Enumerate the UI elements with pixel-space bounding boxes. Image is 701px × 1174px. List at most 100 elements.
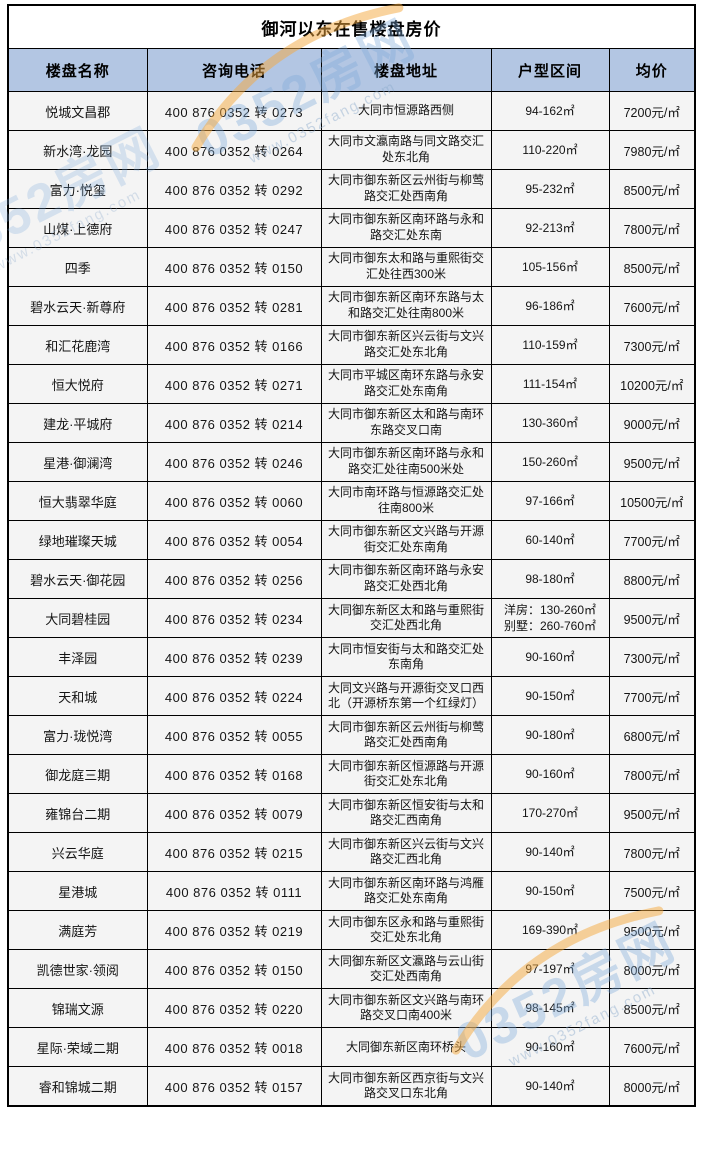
phone-cell: 400 876 0352 转 0247 [146, 208, 322, 248]
name-cell: 睿和锦城二期 [7, 1066, 148, 1107]
table-header-row: 楼盘名称 咨询电话 楼盘地址 户型区间 均价 [7, 48, 696, 92]
table-title-row: 御河以东在售楼盘房价 [7, 4, 696, 49]
phone-cell: 400 876 0352 转 0166 [146, 325, 322, 365]
name-cell: 凯德世家·领阅 [7, 949, 148, 990]
name-cell: 新水湾·龙园 [7, 130, 148, 170]
avg-price-cell: 8500元/㎡ [608, 247, 696, 287]
avg-price-cell: 7700元/㎡ [608, 520, 696, 560]
table-row: 山煤·上德府 400 876 0352 转 0247 大同市御东新区南环路与永和路交… [7, 208, 696, 248]
phone-cell: 400 876 0352 转 0060 [146, 481, 322, 521]
address-cell: 大同市御东新区兴云街与文兴路交汇处东北角 [320, 325, 492, 365]
address-cell: 大同市御东新区兴云街与文兴路交汇西北角 [320, 832, 492, 873]
avg-price-cell: 9000元/㎡ [608, 403, 696, 443]
name-cell: 星港·御澜湾 [7, 442, 148, 482]
name-cell: 星际·荣域二期 [7, 1027, 148, 1068]
avg-price-cell: 7600元/㎡ [608, 1027, 696, 1068]
avg-price-cell: 7600元/㎡ [608, 286, 696, 326]
avg-price-cell: 7200元/㎡ [608, 91, 696, 131]
table-row: 丰泽园 400 876 0352 转 0239 大同市恒安街与太和路交汇处东南角 90… [7, 637, 696, 678]
address-cell: 大同市御东新区南环路与永和路交汇处东南 [320, 208, 492, 248]
table-row: 凯德世家·领阅 400 876 0352 转 0150 大同御东新区文瀛路与云山街交… [7, 949, 696, 990]
phone-cell: 400 876 0352 转 0271 [146, 364, 322, 404]
table-row: 和汇花鹿湾 400 876 0352 转 0166 大同市御东新区兴云街与文兴路交汇… [7, 325, 696, 365]
area-range-cell: 170-270㎡ [490, 793, 610, 834]
name-cell: 大同碧桂园 [7, 597, 148, 639]
phone-cell: 400 876 0352 转 0281 [146, 286, 322, 326]
area-range-cell: 98-180㎡ [490, 559, 610, 599]
name-cell: 满庭芳 [7, 910, 148, 951]
avg-price-cell: 10200元/㎡ [608, 364, 696, 404]
avg-price-cell: 7300元/㎡ [608, 637, 696, 678]
area-range-cell: 92-213㎡ [490, 208, 610, 248]
table-row: 御龙庭三期 400 876 0352 转 0168 大同市御东新区恒源路与开源街交汇… [7, 754, 696, 795]
avg-price-cell: 6800元/㎡ [608, 715, 696, 756]
avg-price-cell: 10500元/㎡ [608, 481, 696, 521]
avg-price-cell: 7800元/㎡ [608, 832, 696, 873]
area-range-cell: 169-390㎡ [490, 910, 610, 951]
phone-cell: 400 876 0352 转 0157 [146, 1066, 322, 1107]
avg-price-cell: 9500元/㎡ [608, 910, 696, 951]
area-range-cell: 60-140㎡ [490, 520, 610, 560]
phone-cell: 400 876 0352 转 0234 [146, 597, 322, 639]
area-range-cell: 95-232㎡ [490, 169, 610, 209]
name-cell: 丰泽园 [7, 637, 148, 678]
address-cell: 大同市御东新区云州街与柳莺路交汇处西南角 [320, 715, 492, 756]
phone-cell: 400 876 0352 转 0246 [146, 442, 322, 482]
area-range-cell: 90-160㎡ [490, 1027, 610, 1068]
area-range-cell: 110-220㎡ [490, 130, 610, 170]
page-title: 御河以东在售楼盘房价 [7, 4, 696, 49]
name-cell: 星港城 [7, 871, 148, 912]
table-row: 富力·悦玺 400 876 0352 转 0292 大同市御东新区云州街与柳莺路交汇… [7, 169, 696, 209]
avg-price-cell: 8500元/㎡ [608, 988, 696, 1029]
area-range-cell: 洋房：130-260㎡ 别墅：260-760㎡ [490, 597, 610, 639]
table-row: 建龙·平城府 400 876 0352 转 0214 大同市御东新区太和路与南环东路… [7, 403, 696, 443]
name-cell: 兴云华庭 [7, 832, 148, 873]
name-cell: 碧水云天·御花园 [7, 559, 148, 599]
address-cell: 大同御东新区文瀛路与云山街交汇处西南角 [320, 949, 492, 990]
address-cell: 大同市恒安街与太和路交汇处东南角 [320, 637, 492, 678]
name-cell: 恒大悦府 [7, 364, 148, 404]
table-row: 恒大悦府 400 876 0352 转 0271 大同市平城区南环东路与永安路交汇处… [7, 364, 696, 404]
phone-cell: 400 876 0352 转 0150 [146, 247, 322, 287]
address-cell: 大同市文瀛南路与同文路交汇处东北角 [320, 130, 492, 170]
table-row: 星港城 400 876 0352 转 0111 大同市御东新区南环路与鸿雁路交汇处东… [7, 871, 696, 912]
table-row: 星际·荣域二期 400 876 0352 转 0018 大同御东新区南环桥头 90-1… [7, 1027, 696, 1068]
housing-price-table: 御河以东在售楼盘房价 楼盘名称 咨询电话 楼盘地址 户型区间 均价 悦城文昌郡 4… [7, 4, 697, 1108]
area-range-cell: 94-162㎡ [490, 91, 610, 131]
address-cell: 大同市御东新区南环路与永安路交汇处西北角 [320, 559, 492, 599]
area-range-cell: 130-360㎡ [490, 403, 610, 443]
area-range-cell: 105-156㎡ [490, 247, 610, 287]
table-row: 四季 400 876 0352 转 0150 大同市御东太和路与重熙街交汇处往西30… [7, 247, 696, 287]
phone-cell: 400 876 0352 转 0239 [146, 637, 322, 678]
column-header-name: 楼盘名称 [7, 48, 148, 92]
area-range-cell: 90-180㎡ [490, 715, 610, 756]
address-cell: 大同御东新区太和路与重熙街交汇处西北角 [320, 597, 492, 639]
avg-price-cell: 7800元/㎡ [608, 208, 696, 248]
column-header-avg-price: 均价 [608, 48, 696, 92]
phone-cell: 400 876 0352 转 0150 [146, 949, 322, 990]
column-header-area-range: 户型区间 [490, 48, 610, 92]
area-range-cell: 90-160㎡ [490, 637, 610, 678]
area-range-cell: 90-140㎡ [490, 832, 610, 873]
address-cell: 大同市御东太和路与重熙街交汇处往西300米 [320, 247, 492, 287]
address-cell: 大同文兴路与开源街交叉口西北（开源桥东第一个红绿灯） [320, 676, 492, 717]
address-cell: 大同市御东新区西京街与文兴路交叉口东北角 [320, 1066, 492, 1107]
phone-cell: 400 876 0352 转 0224 [146, 676, 322, 717]
phone-cell: 400 876 0352 转 0055 [146, 715, 322, 756]
area-range-cell: 110-159㎡ [490, 325, 610, 365]
area-range-cell: 97-197㎡ [490, 949, 610, 990]
name-cell: 雍锦台二期 [7, 793, 148, 834]
phone-cell: 400 876 0352 转 0219 [146, 910, 322, 951]
address-cell: 大同御东新区南环桥头 [320, 1027, 492, 1068]
name-cell: 锦瑞文源 [7, 988, 148, 1029]
table-row: 碧水云天·御花园 400 876 0352 转 0256 大同市御东新区南环路与永安… [7, 559, 696, 599]
column-header-phone: 咨询电话 [146, 48, 322, 92]
table-row: 碧水云天·新尊府 400 876 0352 转 0281 大同市御东新区南环东路与太… [7, 286, 696, 326]
area-range-cell: 90-140㎡ [490, 1066, 610, 1107]
avg-price-cell: 8000元/㎡ [608, 949, 696, 990]
table-row: 星港·御澜湾 400 876 0352 转 0246 大同市御东新区南环路与永和路交… [7, 442, 696, 482]
name-cell: 富力·悦玺 [7, 169, 148, 209]
table-row: 雍锦台二期 400 876 0352 转 0079 大同市御东新区恒安街与太和路交汇… [7, 793, 696, 834]
phone-cell: 400 876 0352 转 0215 [146, 832, 322, 873]
phone-cell: 400 876 0352 转 0168 [146, 754, 322, 795]
